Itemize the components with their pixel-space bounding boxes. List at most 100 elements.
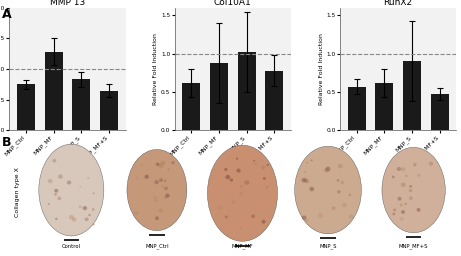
Ellipse shape [154, 199, 158, 202]
Ellipse shape [417, 174, 420, 177]
Ellipse shape [305, 179, 309, 183]
Ellipse shape [164, 196, 167, 199]
Ellipse shape [324, 168, 329, 173]
Ellipse shape [85, 217, 89, 221]
Bar [431, 94, 449, 130]
Ellipse shape [382, 147, 445, 233]
Ellipse shape [58, 197, 61, 200]
Ellipse shape [79, 186, 82, 188]
Ellipse shape [251, 215, 255, 218]
Ellipse shape [165, 194, 170, 198]
Ellipse shape [338, 164, 343, 168]
Ellipse shape [318, 213, 323, 218]
Text: MNP_S: MNP_S [319, 243, 337, 249]
Text: Collagen type X: Collagen type X [15, 167, 20, 217]
Ellipse shape [53, 159, 56, 163]
Y-axis label: Relative Fold Induction: Relative Fold Induction [153, 33, 158, 105]
Bar [210, 63, 228, 130]
Text: Control: Control [62, 244, 81, 249]
Bar [182, 83, 200, 130]
Ellipse shape [337, 179, 339, 182]
Ellipse shape [301, 178, 306, 183]
Ellipse shape [302, 216, 307, 220]
Ellipse shape [236, 157, 238, 160]
Ellipse shape [87, 177, 89, 179]
Ellipse shape [254, 163, 257, 165]
Ellipse shape [225, 215, 228, 218]
Ellipse shape [55, 218, 58, 220]
Ellipse shape [414, 164, 416, 166]
Ellipse shape [400, 217, 404, 221]
Ellipse shape [311, 159, 313, 161]
Bar [348, 87, 366, 130]
Ellipse shape [154, 180, 159, 184]
Bar [266, 71, 284, 130]
Ellipse shape [155, 216, 159, 220]
Ellipse shape [397, 197, 402, 201]
Ellipse shape [429, 162, 433, 166]
Ellipse shape [409, 185, 412, 188]
Ellipse shape [417, 208, 420, 212]
Ellipse shape [93, 192, 95, 194]
Ellipse shape [325, 167, 331, 171]
Ellipse shape [92, 223, 95, 226]
Ellipse shape [159, 178, 163, 182]
Ellipse shape [405, 175, 408, 177]
Ellipse shape [295, 146, 361, 234]
Ellipse shape [54, 189, 59, 193]
Ellipse shape [400, 204, 403, 206]
Bar [238, 52, 256, 130]
Title: RunX2: RunX2 [384, 0, 413, 7]
Ellipse shape [164, 180, 166, 182]
Ellipse shape [231, 200, 236, 205]
Ellipse shape [397, 167, 401, 171]
Title: Col10A1: Col10A1 [214, 0, 252, 7]
Ellipse shape [241, 185, 243, 188]
Ellipse shape [225, 175, 230, 179]
Ellipse shape [413, 163, 417, 166]
Ellipse shape [302, 178, 307, 182]
Ellipse shape [58, 174, 63, 179]
Ellipse shape [141, 164, 143, 166]
Ellipse shape [230, 178, 233, 182]
Ellipse shape [83, 206, 87, 210]
Y-axis label: Relative Fold Induction: Relative Fold Induction [319, 33, 324, 105]
Ellipse shape [207, 145, 278, 241]
Ellipse shape [54, 193, 57, 196]
Ellipse shape [161, 185, 164, 188]
Ellipse shape [144, 175, 149, 179]
Ellipse shape [306, 162, 308, 164]
Ellipse shape [332, 207, 335, 210]
Ellipse shape [409, 189, 412, 192]
Text: MNP_Ctrl: MNP_Ctrl [145, 243, 169, 249]
Ellipse shape [401, 210, 405, 214]
Ellipse shape [127, 150, 187, 231]
Ellipse shape [244, 180, 249, 185]
Text: MNP_MF+S: MNP_MF+S [399, 243, 428, 249]
Ellipse shape [253, 160, 255, 162]
Ellipse shape [88, 214, 91, 216]
Ellipse shape [167, 169, 169, 170]
Text: A: A [2, 8, 12, 21]
Ellipse shape [401, 183, 406, 187]
Ellipse shape [79, 206, 82, 208]
Title: MMP 13: MMP 13 [50, 0, 85, 7]
Ellipse shape [260, 165, 265, 169]
Ellipse shape [159, 209, 162, 212]
Ellipse shape [349, 215, 354, 219]
Ellipse shape [218, 205, 223, 209]
Ellipse shape [164, 187, 168, 190]
Ellipse shape [92, 208, 95, 211]
Ellipse shape [404, 203, 407, 205]
Ellipse shape [266, 186, 268, 188]
Ellipse shape [401, 167, 406, 171]
Bar [72, 79, 90, 130]
Ellipse shape [266, 164, 269, 166]
Ellipse shape [135, 177, 138, 179]
Ellipse shape [261, 220, 266, 223]
Ellipse shape [337, 190, 341, 194]
Ellipse shape [72, 217, 77, 222]
Ellipse shape [304, 171, 306, 173]
Ellipse shape [160, 161, 165, 165]
Ellipse shape [39, 144, 104, 236]
